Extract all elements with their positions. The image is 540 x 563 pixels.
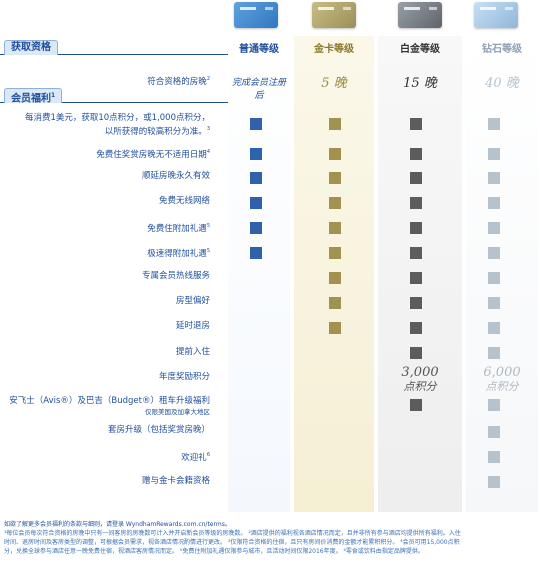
benefit-marker-diamond — [488, 172, 500, 184]
benefit-label-gift-gold: 赠与金卡会籍资格 — [141, 476, 210, 486]
benefit-marker-diamond — [488, 347, 500, 359]
benefit-marker-platinum — [410, 297, 422, 309]
benefit-marker-platinum — [410, 197, 422, 209]
level-name-platinum: 白金等级 — [400, 44, 440, 55]
benefit-marker-platinum — [410, 272, 422, 284]
benefit-label-free-stay-bonus: 免费住附加礼遇5 — [147, 223, 210, 234]
benefit-marker-gold — [329, 148, 341, 160]
qualification-title: 获取资格 — [4, 40, 58, 55]
benefit-marker-gold — [329, 297, 341, 309]
benefit-label-early-checkin: 提前入住 — [175, 347, 210, 357]
benefit-label-fast-bonus: 极速得附加礼遇5 — [147, 248, 210, 259]
benefit-marker-diamond — [488, 451, 500, 463]
benefit-marker-diamond — [488, 118, 500, 130]
benefit-marker-platinum — [410, 399, 422, 411]
benefit-label-car-rental: 安飞士（Avis®）及巴吉（Budget®）租车升级福利 仅限美国及加拿大地区 — [9, 396, 210, 416]
footnote-terms[interactable]: 如欲了解更多会员福利的条款与细则，请登录 WyndhamRewards.com.… — [4, 521, 231, 528]
footnote-line: 分，兑换全球参与酒店任意一晚免费住宿，视酒店客房情况而定。 ⁵免费住附加礼遇仅限… — [4, 548, 424, 555]
benefit-marker-diamond — [488, 297, 500, 309]
benefit-marker-standard — [250, 118, 262, 130]
benefit-marker-platinum — [410, 172, 422, 184]
qualification-section-header: 获取资格 — [0, 40, 228, 55]
level-name-gold: 金卡等级 — [314, 44, 354, 55]
benefit-marker-standard — [250, 222, 262, 234]
benefit-marker-diamond — [488, 148, 500, 160]
benefits-section-header: 会员福利1 — [0, 88, 228, 104]
benefit-label-reward-nights: 免费住奖赏房晚无不适用日期4 — [96, 149, 210, 160]
benefit-label-late-checkout: 延时退房 — [175, 321, 210, 331]
qualify-gold: 5 晚 — [321, 76, 347, 91]
benefit-marker-gold — [329, 222, 341, 234]
benefit-label-suite-upgrade: 套房升级（包括奖赏房晚） — [107, 425, 210, 435]
annual-points-diamond: 6,000 点积分 — [483, 365, 521, 394]
benefit-marker-standard — [250, 148, 262, 160]
footnote-line: 时间、退房时间及客房类型的调整，可根据会员需求，视各酒店情况酌情进行更改。 ³仅… — [4, 539, 460, 546]
benefit-marker-diamond — [488, 322, 500, 334]
benefit-label-hotline: 专属会员热线服务 — [141, 271, 210, 281]
diamond-column-bg — [466, 36, 538, 512]
benefit-marker-diamond — [488, 476, 500, 488]
benefit-marker-gold — [329, 172, 341, 184]
benefit-marker-platinum — [410, 148, 422, 160]
benefit-marker-gold — [329, 197, 341, 209]
qualify-diamond: 40 晚 — [485, 76, 519, 91]
standard-card-icon — [234, 2, 278, 28]
qualify-label: 符合资格的房晚2 — [147, 76, 210, 87]
benefit-label-rollover: 顺延房晚永久有效 — [141, 171, 210, 181]
benefit-marker-diamond — [488, 399, 500, 411]
benefit-marker-diamond — [488, 222, 500, 234]
platinum-card-icon — [398, 2, 442, 28]
level-name-diamond: 钻石等级 — [482, 44, 522, 55]
benefit-marker-gold — [329, 322, 341, 334]
benefit-marker-platinum — [410, 118, 422, 130]
benefit-label-points: 每消费1美元，获取10点积分，或1,000点积分， 以所获得的较高积分为准。3 — [24, 113, 210, 137]
benefit-marker-diamond — [488, 272, 500, 284]
diamond-card-icon — [474, 2, 518, 28]
benefit-marker-gold — [329, 118, 341, 130]
benefit-label-welcome-gift: 欢迎礼6 — [181, 452, 210, 463]
benefit-label-wifi: 免费无线网络 — [158, 196, 210, 206]
gold-card-icon — [312, 2, 356, 28]
benefit-marker-platinum — [410, 347, 422, 359]
annual-points-platinum: 3,000 点积分 — [401, 365, 439, 394]
qualify-standard: 完成会员注册后 — [231, 78, 286, 101]
benefit-marker-platinum — [410, 222, 422, 234]
benefit-label-annual-points: 年度奖励积分 — [158, 372, 210, 382]
standard-column-bg — [228, 36, 290, 512]
benefit-label-room-preference: 房型偏好 — [175, 296, 210, 306]
benefits-title: 会员福利1 — [4, 88, 63, 104]
benefit-marker-platinum — [410, 322, 422, 334]
level-name-standard: 普通等级 — [239, 44, 279, 55]
qualify-platinum: 15 晚 — [403, 76, 437, 91]
benefit-marker-diamond — [488, 426, 500, 438]
benefit-marker-standard — [250, 172, 262, 184]
benefit-marker-diamond — [488, 197, 500, 209]
benefit-marker-platinum — [410, 247, 422, 259]
footnote-line: ¹每位会员每次符合资格的房晚中只有一间客房的房晚数可计入并开启新会员等级的房晚数… — [4, 530, 461, 537]
benefit-marker-standard — [250, 247, 262, 259]
benefit-marker-gold — [329, 247, 341, 259]
benefit-marker-standard — [250, 197, 262, 209]
footnotes: 如欲了解更多会员福利的条款与细则，请登录 WyndhamRewards.com.… — [4, 520, 538, 556]
benefit-marker-diamond — [488, 247, 500, 259]
benefit-marker-gold — [329, 272, 341, 284]
